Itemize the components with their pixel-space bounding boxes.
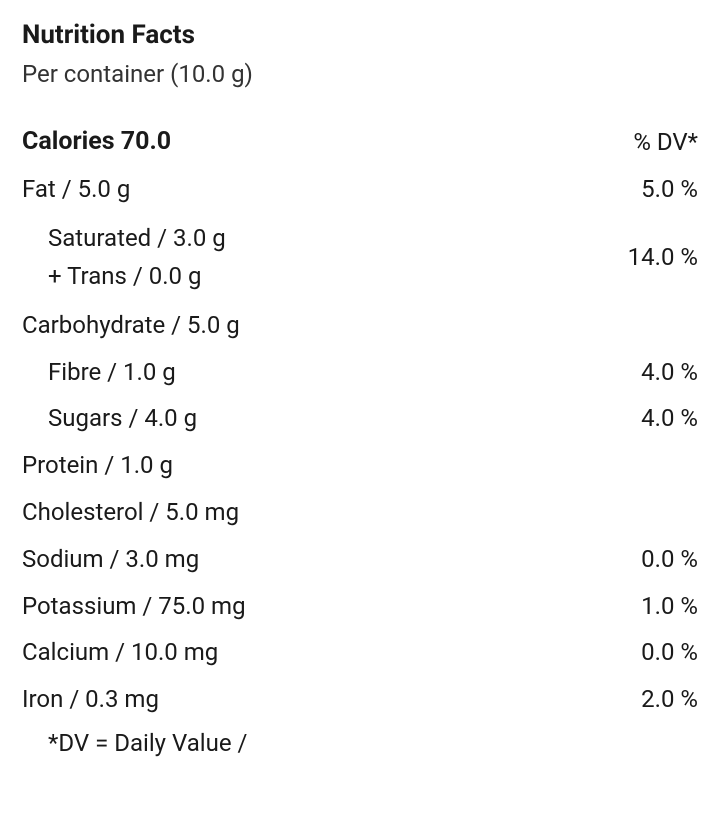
saturated-trans-row: Saturated / 3.0 g + Trans / 0.0 g 14.0 % [22,213,698,302]
calcium-label: Calcium / 10.0 mg [22,635,218,670]
fat-value: 5.0 % [641,172,698,207]
carb-label: Carbohydrate / 5.0 g [22,308,240,343]
protein-label: Protein / 1.0 g [22,448,173,483]
potassium-row: Potassium / 75.0 mg 1.0 % [22,583,698,630]
iron-row: Iron / 0.3 mg 2.0 % [22,676,698,723]
potassium-label: Potassium / 75.0 mg [22,589,246,624]
sodium-label: Sodium / 3.0 mg [22,542,199,577]
fat-label: Fat / 5.0 g [22,172,130,207]
calories-label: Calories 70.0 [22,124,171,160]
dv-header: % DV* [633,125,698,160]
iron-label: Iron / 0.3 mg [22,682,159,717]
calories-row: Calories 70.0 % DV* [22,118,698,166]
trans-label: + Trans / 0.0 g [22,257,226,295]
sodium-value: 0.0 % [641,542,698,577]
sugars-value: 4.0 % [641,401,698,436]
calcium-row: Calcium / 10.0 mg 0.0 % [22,629,698,676]
saturated-label: Saturated / 3.0 g [22,219,226,257]
sugars-row: Sugars / 4.0 g 4.0 % [22,395,698,442]
sugars-label: Sugars / 4.0 g [22,401,197,436]
fibre-label: Fibre / 1.0 g [22,355,176,390]
saturated-trans-value: 14.0 % [628,243,698,271]
nutrition-title: Nutrition Facts [22,20,698,50]
calcium-value: 0.0 % [641,635,698,670]
fibre-value: 4.0 % [641,355,698,390]
sodium-row: Sodium / 3.0 mg 0.0 % [22,536,698,583]
iron-value: 2.0 % [641,682,698,717]
cholesterol-row: Cholesterol / 5.0 mg [22,489,698,536]
protein-row: Protein / 1.0 g [22,442,698,489]
fibre-row: Fibre / 1.0 g 4.0 % [22,349,698,396]
carb-row: Carbohydrate / 5.0 g [22,302,698,349]
fat-row: Fat / 5.0 g 5.0 % [22,166,698,213]
serving-info: Per container (10.0 g) [22,60,698,88]
potassium-value: 1.0 % [641,589,698,624]
cholesterol-label: Cholesterol / 5.0 mg [22,495,239,530]
dv-footnote: *DV = Daily Value / [22,723,698,763]
